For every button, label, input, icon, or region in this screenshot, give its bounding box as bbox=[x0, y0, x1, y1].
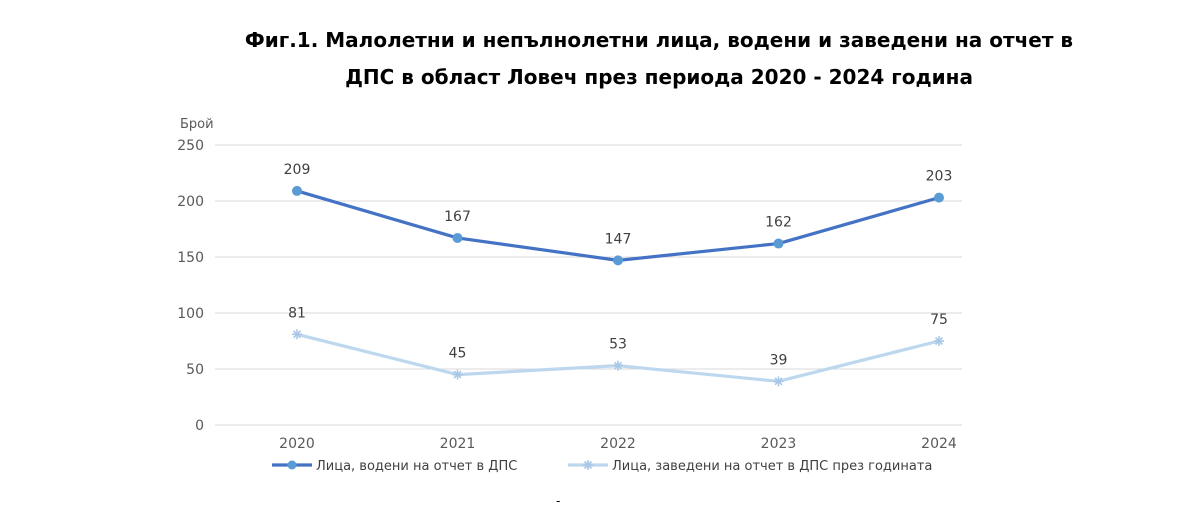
data-label: 209 bbox=[284, 162, 311, 178]
legend: Лица, водени на отчет в ДПС Лица, заведен… bbox=[272, 459, 932, 474]
y-axis-label: Брой bbox=[180, 117, 214, 132]
data-label: 81 bbox=[288, 305, 306, 321]
x-tick-label: 2022 bbox=[600, 436, 636, 452]
data-label: 53 bbox=[609, 337, 627, 353]
legend-swatch-marker bbox=[287, 460, 297, 470]
y-tick-label: 0 bbox=[195, 418, 204, 434]
x-axis-ticks: 2020 2021 2022 2023 2024 bbox=[279, 436, 957, 452]
data-label: 162 bbox=[765, 215, 792, 231]
series-2-point bbox=[292, 329, 302, 340]
x-tick-label: 2023 bbox=[761, 436, 797, 452]
data-label: 45 bbox=[449, 346, 467, 362]
y-tick-label: 150 bbox=[177, 250, 204, 266]
series-1-point bbox=[613, 255, 623, 266]
gridlines bbox=[215, 144, 962, 426]
chart-title-line-1: Фиг.1. Малолетни и непълнолетни лица, во… bbox=[244, 28, 1074, 52]
series-2-point bbox=[613, 360, 623, 371]
series-2-point bbox=[773, 376, 784, 387]
data-label: 147 bbox=[605, 231, 632, 247]
y-tick-label: 100 bbox=[177, 306, 204, 322]
y-axis-ticks: 0 50 100 150 200 250 bbox=[177, 138, 204, 434]
legend-label: Лица, водени на отчет в ДПС bbox=[316, 459, 517, 474]
legend-item-1: Лица, водени на отчет в ДПС bbox=[272, 459, 517, 474]
series-1-point bbox=[292, 185, 302, 196]
chart-title-line-2: ДПС в област Ловеч през периода 2020 - 2… bbox=[345, 65, 973, 89]
data-label: 167 bbox=[444, 209, 471, 225]
y-tick-label: 250 bbox=[177, 138, 204, 154]
series-2-point bbox=[934, 336, 944, 346]
y-tick-label: 50 bbox=[186, 362, 204, 378]
x-tick-label: 2024 bbox=[921, 436, 957, 452]
series-1-point bbox=[452, 232, 463, 243]
series-2-point bbox=[452, 369, 463, 380]
data-label: 75 bbox=[930, 312, 948, 328]
y-tick-label: 200 bbox=[177, 194, 204, 210]
series-1-point bbox=[773, 238, 784, 249]
series-1: 209 167 147 162 203 bbox=[284, 162, 953, 266]
data-label: 203 bbox=[926, 169, 953, 185]
legend-swatch-marker bbox=[583, 460, 593, 470]
footer-mark: - bbox=[556, 494, 561, 508]
series-2: 81 45 53 39 75 bbox=[288, 305, 948, 387]
legend-label: Лица, заведени на отчет в ДПС през годин… bbox=[612, 459, 932, 474]
series-group: 209 167 147 162 203 81 45 53 39 75 bbox=[284, 162, 953, 387]
chart-title: Фиг.1. Малолетни и непълнолетни лица, во… bbox=[0, 22, 1178, 96]
legend-item-2: Лица, заведени на отчет в ДПС през годин… bbox=[568, 459, 932, 474]
x-tick-label: 2021 bbox=[440, 436, 476, 452]
data-label: 39 bbox=[770, 352, 788, 368]
x-tick-label: 2020 bbox=[279, 436, 315, 452]
series-1-point bbox=[934, 192, 944, 203]
